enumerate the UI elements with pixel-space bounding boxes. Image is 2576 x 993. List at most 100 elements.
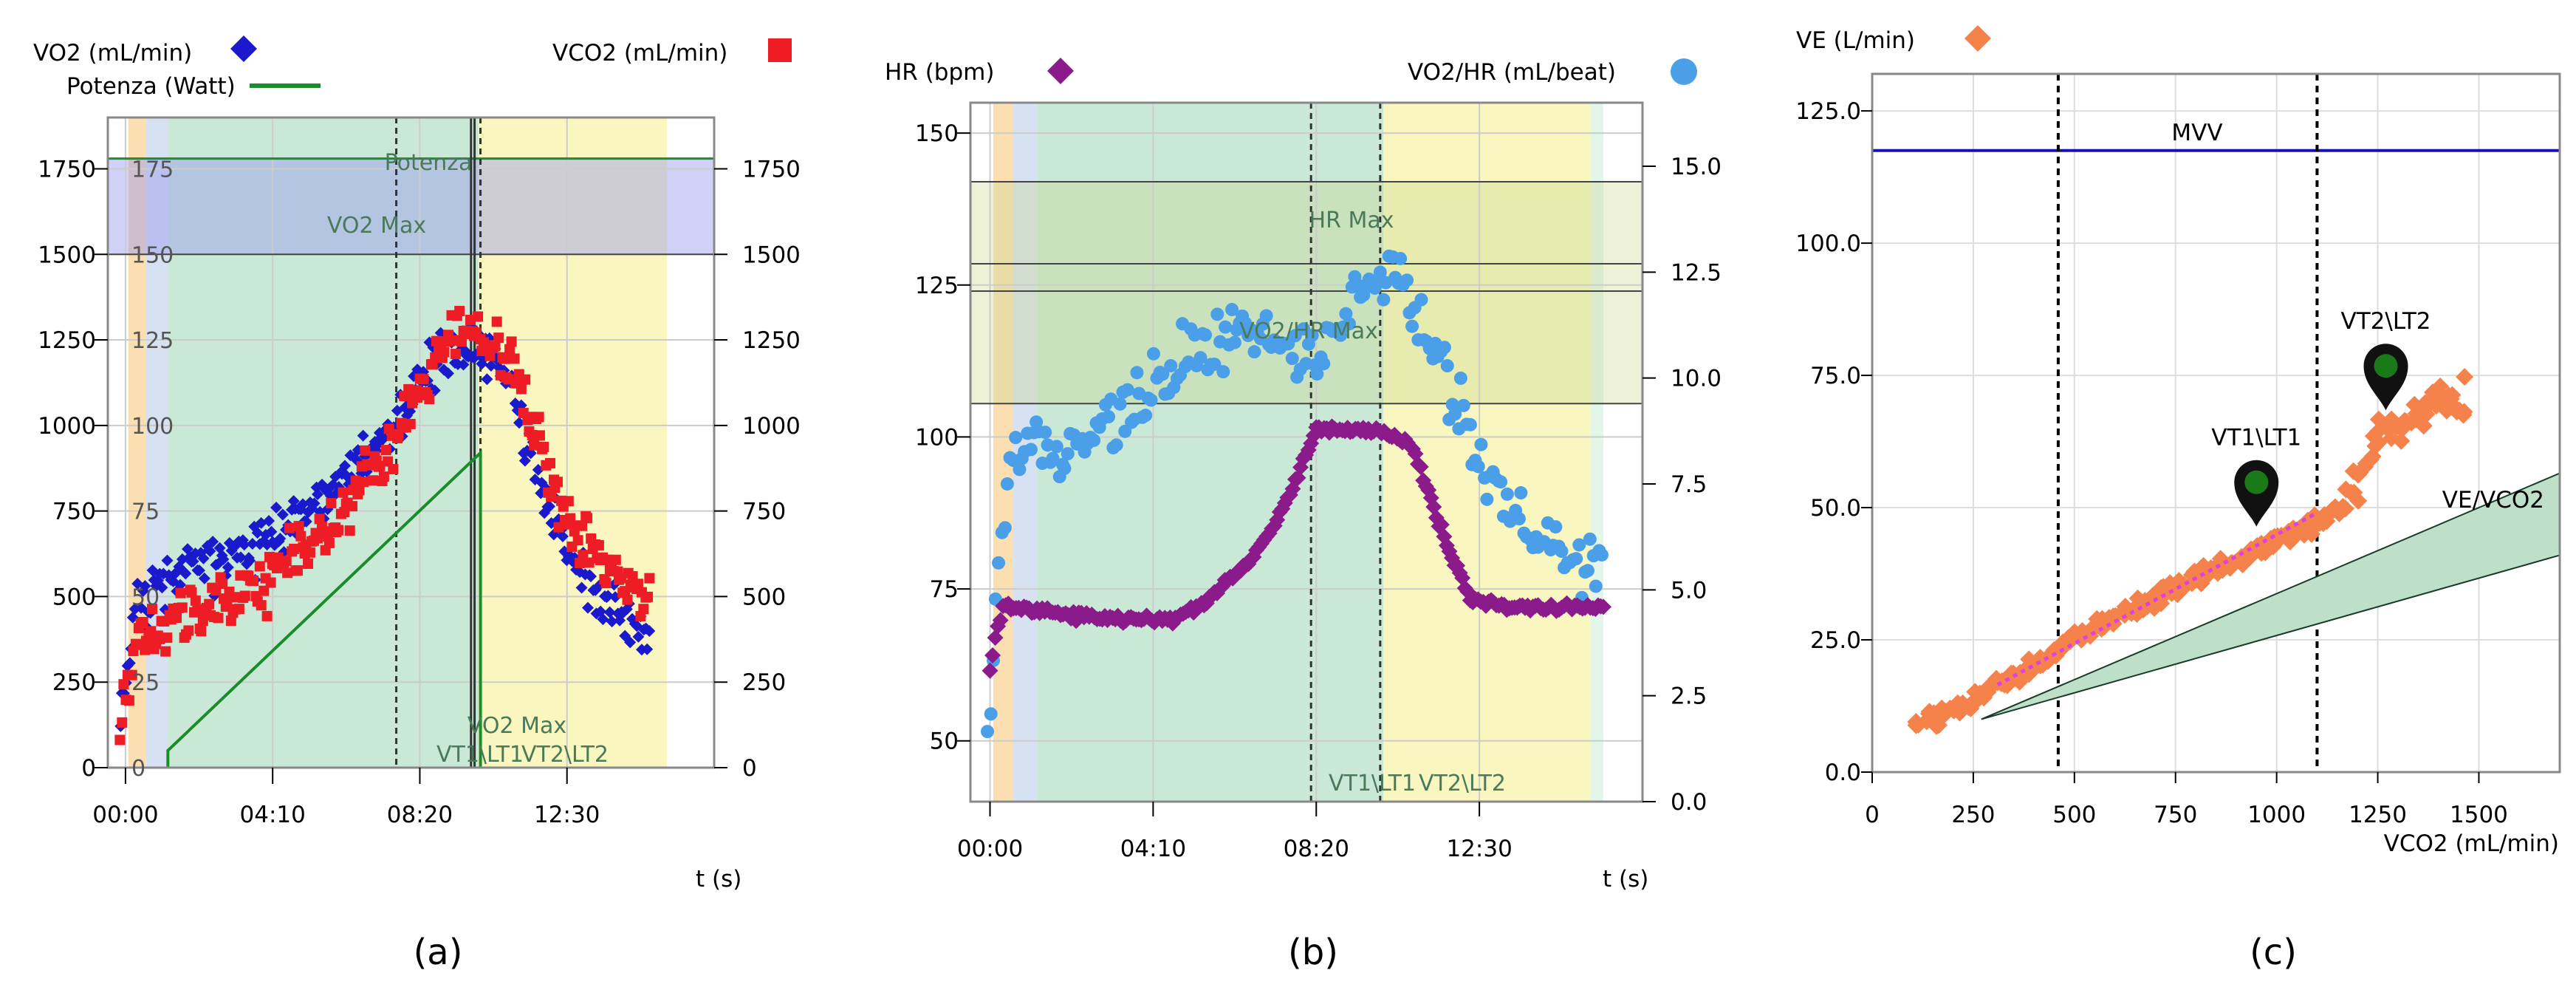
x-tick-a-1: 04:10	[240, 802, 306, 828]
y-tick-c-4: 100.0	[1795, 231, 1861, 257]
ve-point	[2392, 431, 2411, 450]
y-tick-b-left-1: 75	[930, 576, 959, 603]
vo2-point	[207, 536, 219, 548]
vco2-point	[265, 577, 276, 588]
vo2-point	[234, 551, 247, 564]
vco2-point	[622, 594, 633, 605]
legend-vo2-marker	[230, 35, 257, 62]
y-tick-a-power-4: 100	[131, 414, 174, 440]
vo2-point	[276, 508, 289, 521]
ve-point	[1928, 717, 1946, 735]
vco2-point	[233, 604, 244, 615]
band-a-1	[145, 117, 168, 768]
y-tick-a-right-7: 1750	[742, 156, 801, 182]
vline-label-b-vt1: VT1\LT1	[1329, 771, 1416, 796]
vo2-point	[582, 601, 595, 614]
vco2-point	[388, 463, 399, 474]
y-tick-a-power-6: 150	[131, 242, 174, 268]
vco2-point	[473, 311, 484, 322]
hr-point	[1433, 516, 1450, 533]
y-tick-a-power-5: 125	[131, 328, 174, 354]
vco2-point	[258, 585, 270, 596]
y-tick-a-right-6: 1500	[742, 242, 801, 268]
o2pulse-point	[1342, 317, 1356, 331]
vo2-point	[357, 429, 369, 442]
ve-point	[2456, 368, 2474, 386]
o2pulse-point	[1305, 328, 1319, 342]
o2pulse-point	[1480, 492, 1494, 506]
vo2-point	[238, 539, 250, 551]
vco2-point	[204, 598, 215, 610]
panel-b-plot-border	[969, 101, 1644, 803]
y-tick-b-right-6: 15.0	[1671, 154, 1722, 180]
vo2-point	[274, 532, 287, 545]
y-tick-a-left-0: 0	[81, 755, 96, 782]
vco2-point	[593, 539, 604, 550]
vco2-point	[572, 535, 583, 546]
vco2-point	[123, 695, 134, 706]
o2pulse-point	[1130, 366, 1144, 380]
vco2-point	[289, 543, 300, 554]
vco2-point	[509, 353, 520, 364]
vco2-point	[281, 556, 292, 567]
o2pulse-point	[1555, 545, 1569, 559]
vco2-point	[600, 578, 612, 589]
vco2-point	[333, 525, 344, 536]
panel-a-label: (a)	[414, 932, 463, 973]
o2pulse-point	[998, 521, 1012, 535]
vo2-point	[556, 530, 569, 543]
vco2-point	[545, 457, 556, 468]
hr-point	[982, 662, 998, 679]
vo2max-band-label: VO2 Max	[327, 213, 426, 239]
x-tick-a-3: 12:30	[534, 802, 600, 828]
vo2-point	[251, 527, 264, 539]
y-tick-a-left-7: 1750	[38, 156, 96, 182]
hr-point	[987, 629, 1004, 646]
vco2-point	[162, 632, 173, 644]
y-tick-b-right-5: 12.5	[1671, 259, 1722, 286]
vco2-point	[248, 576, 259, 587]
vco2-point	[175, 587, 186, 598]
vco2-point	[360, 445, 371, 456]
y-tick-a-left-2: 500	[52, 584, 96, 610]
o2pulse-point	[1259, 309, 1273, 323]
vco2-point	[515, 383, 527, 395]
o2pulse-point	[1414, 293, 1428, 307]
vco2-point	[451, 349, 462, 360]
o2pulse-point	[1146, 347, 1160, 361]
o2pulse-point	[1225, 303, 1239, 317]
y-tick-a-left-5: 1250	[38, 327, 96, 354]
threshold-label-1: VT2\LT2	[2341, 308, 2431, 335]
y-tick-b-right-0: 0.0	[1671, 789, 1707, 816]
vline-label-vt2: VT2\LT2	[521, 742, 609, 768]
o2pulse-point	[1463, 417, 1477, 431]
o2pulse-point	[1594, 547, 1609, 562]
o2pulse-point	[1210, 307, 1224, 321]
y-tick-b-right-4: 10.0	[1671, 366, 1722, 392]
vco2-point	[493, 332, 504, 344]
o2pulse-point	[984, 707, 998, 721]
vo2-point	[338, 460, 351, 472]
o2pulse-point	[1471, 460, 1485, 474]
o2pulse-point	[1448, 407, 1462, 421]
o2pulse-point	[1013, 463, 1027, 477]
vco2-point	[118, 679, 129, 690]
vco2-point	[583, 557, 595, 568]
y-tick-c-5: 125.0	[1795, 98, 1861, 125]
vco2-point	[323, 537, 335, 548]
vo2-point	[174, 579, 187, 591]
o2pulse-point	[1512, 512, 1526, 526]
vo2-point	[308, 497, 321, 510]
y-tick-a-right-0: 0	[742, 755, 757, 782]
panel-a-xlabel: t (s)	[696, 866, 741, 893]
band-a-2	[168, 117, 479, 768]
vco2-point	[644, 573, 655, 584]
x-tick-c-2: 500	[2052, 802, 2096, 828]
y-tick-a-left-6: 1500	[38, 242, 96, 268]
regression-line	[1996, 511, 2318, 687]
vco2-point	[224, 586, 235, 597]
o2pulse-point	[1120, 383, 1134, 397]
o2pulse-point	[1437, 341, 1451, 355]
o2pulse-point	[1087, 433, 1101, 447]
panel-c-plot-border	[1871, 72, 2561, 774]
